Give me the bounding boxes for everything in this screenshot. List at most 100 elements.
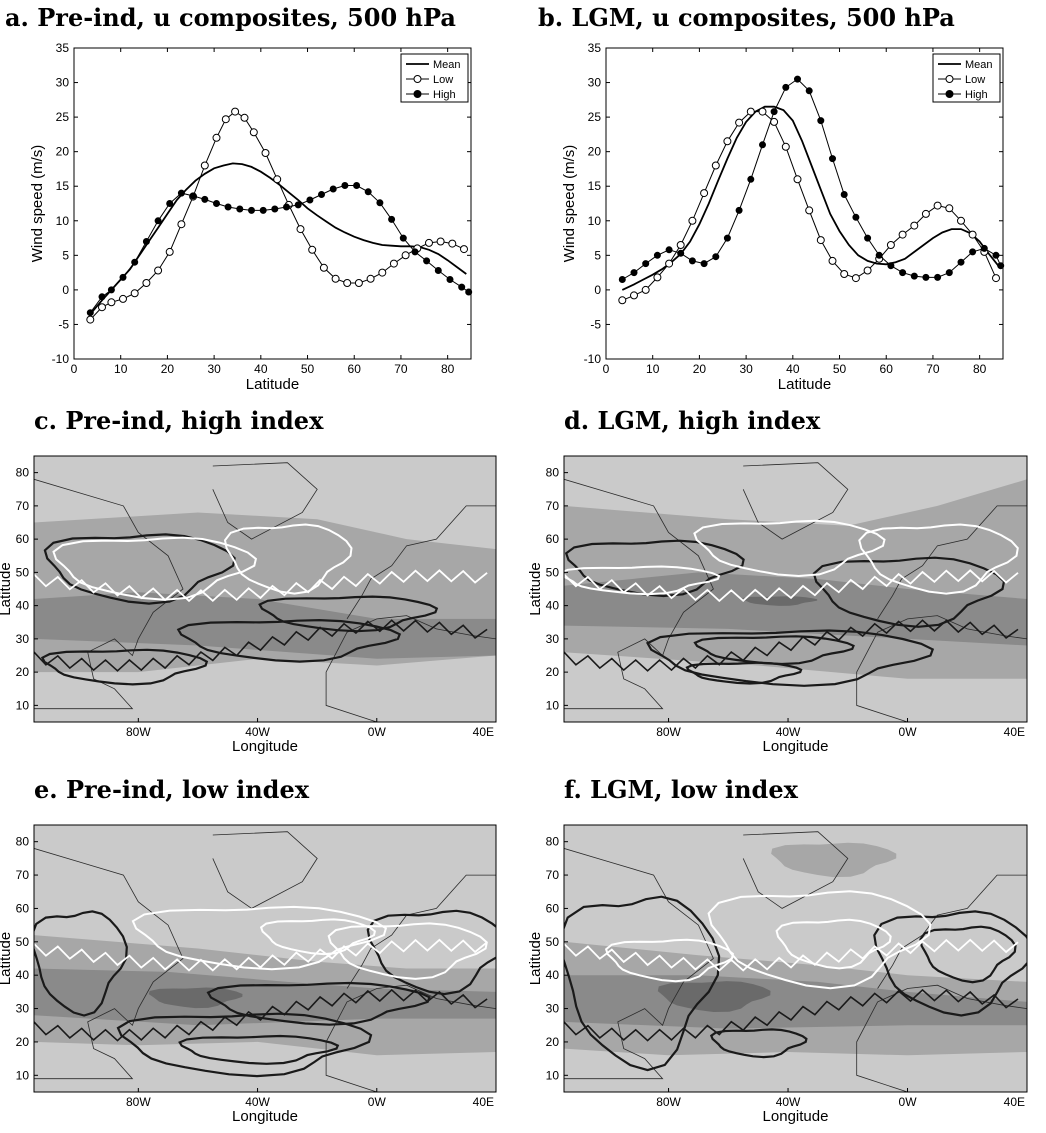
- coastline: [742, 831, 849, 909]
- y-tick-label: 40: [546, 968, 560, 982]
- data-point: [411, 248, 419, 256]
- contour-dark: [176, 618, 402, 663]
- data-point: [261, 149, 270, 157]
- x-tick-label: 80: [973, 362, 987, 376]
- contour-dark: [178, 1034, 340, 1065]
- data-point: [318, 191, 325, 198]
- data-point: [319, 263, 328, 272]
- data-point: [618, 296, 627, 305]
- y-tick-label: 30: [588, 76, 602, 90]
- contour-white: [564, 569, 1019, 603]
- data-point: [294, 201, 302, 209]
- data-point: [840, 270, 849, 278]
- y-axis-label: Latitude: [0, 932, 14, 985]
- x-axis-label: Longitude: [232, 738, 298, 755]
- y-tick-label: 80: [16, 835, 30, 849]
- map-panel-c: c. Pre-ind, high index 80W 40W 0W 40E 10 20 30 4…: [0, 406, 497, 755]
- y-tick-label: 10: [16, 1068, 30, 1082]
- data-point: [98, 293, 106, 301]
- contour-dark: [693, 635, 855, 666]
- y-tick-label: 35: [588, 41, 602, 55]
- plot-frame: [563, 824, 1028, 1093]
- plot-frame: [33, 824, 497, 1093]
- contour-white: [223, 523, 353, 595]
- contour-dark: [564, 539, 745, 598]
- x-tick-label: 50: [301, 362, 315, 376]
- data-point: [898, 230, 907, 239]
- y-tick-label: 30: [56, 76, 70, 90]
- data-point: [863, 266, 872, 275]
- x-tick-label: 60: [880, 362, 894, 376]
- y-tick-label: 50: [546, 935, 560, 949]
- y-tick-label: 20: [546, 665, 560, 679]
- legend-label: Mean: [433, 59, 461, 71]
- data-point: [992, 274, 1000, 283]
- data-point: [630, 291, 638, 300]
- contour-dark: [43, 533, 236, 605]
- coastline: [856, 874, 1027, 1092]
- y-tick-label: 15: [56, 179, 70, 193]
- y-tick-label: 0: [594, 283, 601, 297]
- x-tick-label: 0W: [368, 725, 387, 739]
- y-tick-label: 50: [16, 935, 30, 949]
- y-tick-label: 10: [56, 214, 70, 228]
- y-tick-label: 20: [56, 145, 70, 159]
- panel-title: d. LGM, high index: [564, 406, 821, 435]
- panel-title: e. Pre-ind, low index: [34, 775, 310, 804]
- data-point: [201, 195, 209, 203]
- data-point: [805, 206, 814, 215]
- data-point: [364, 188, 372, 196]
- y-tick-label: 30: [546, 632, 560, 646]
- data-point: [921, 209, 930, 218]
- x-axis-label: Latitude: [778, 376, 831, 393]
- data-point: [434, 267, 442, 274]
- x-tick-label: 40E: [1004, 1095, 1025, 1109]
- data-point: [945, 204, 954, 213]
- data-point: [794, 75, 801, 83]
- data-point: [886, 241, 895, 249]
- data-point: [154, 217, 162, 225]
- data-point: [212, 133, 221, 142]
- x-tick-label: 20: [693, 362, 707, 376]
- contour-dark: [873, 910, 1027, 1017]
- coastline: [564, 848, 714, 1080]
- y-tick-label: 70: [16, 499, 30, 513]
- data-point: [177, 220, 186, 229]
- y-tick-label: 10: [546, 1068, 560, 1082]
- legend-marker: [413, 75, 422, 83]
- x-tick-label: 40W: [245, 725, 270, 739]
- contour-dark: [564, 988, 1019, 1042]
- legend-label: High: [433, 89, 456, 101]
- series-low: [618, 107, 1000, 305]
- map-field: [564, 825, 1027, 1092]
- y-axis-label: Latitude: [0, 562, 14, 615]
- panel-title: b. LGM, u composites, 500 hPa: [538, 3, 955, 32]
- data-point: [119, 273, 127, 281]
- data-point: [665, 259, 674, 268]
- data-point: [618, 276, 626, 283]
- contour-dark: [34, 910, 128, 1017]
- contour-white: [775, 918, 892, 970]
- data-point: [296, 225, 305, 234]
- data-point: [980, 244, 988, 252]
- data-point: [688, 257, 696, 265]
- x-tick-label: 40W: [245, 1095, 270, 1109]
- coastline: [325, 874, 496, 1092]
- y-tick-label: 10: [16, 698, 30, 712]
- y-tick-label: -10: [52, 352, 70, 366]
- legend: Mean Low High: [400, 53, 469, 103]
- x-axis-label: Longitude: [763, 1108, 829, 1125]
- data-point: [957, 258, 965, 266]
- y-tick-label: 5: [62, 248, 69, 262]
- contour-white: [604, 938, 735, 983]
- contour-dark: [258, 595, 439, 633]
- contour-white: [259, 918, 377, 956]
- legend-marker: [945, 75, 954, 83]
- legend-label: High: [965, 89, 988, 101]
- y-tick-label: 30: [16, 632, 30, 646]
- y-tick-label: 80: [546, 835, 560, 849]
- contour-white: [327, 922, 488, 980]
- data-point: [957, 216, 965, 225]
